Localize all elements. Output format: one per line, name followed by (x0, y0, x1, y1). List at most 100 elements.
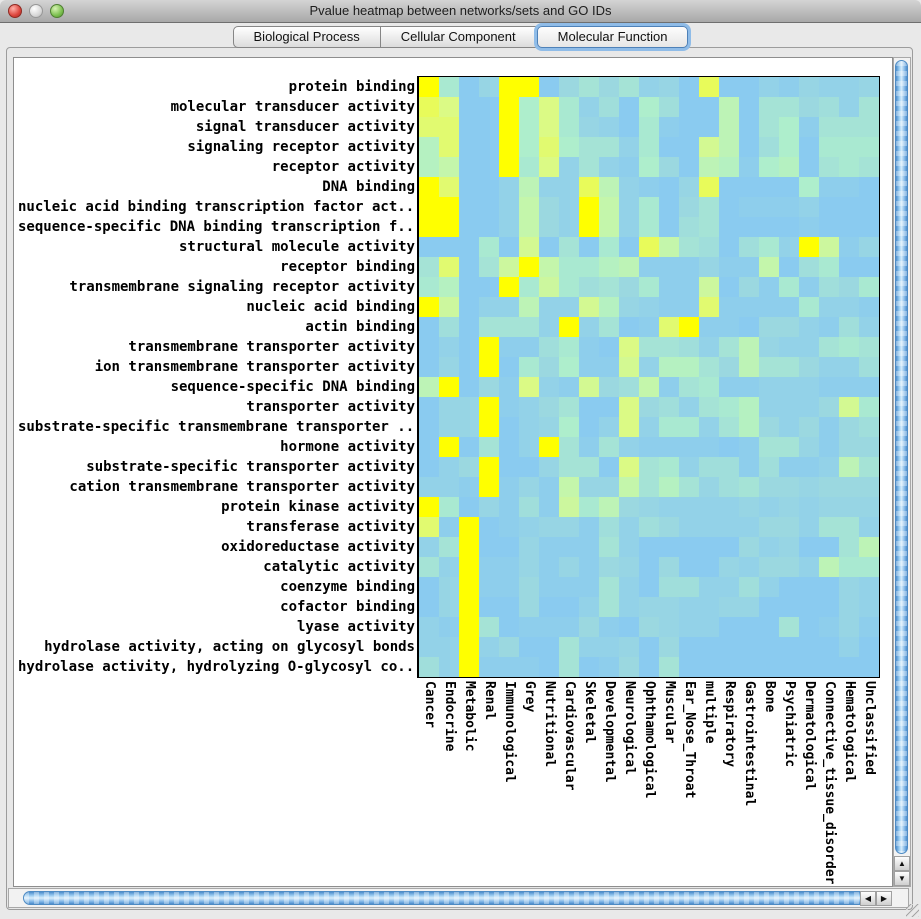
heatmap-cell (639, 437, 659, 457)
row-label: transmembrane signaling receptor activit… (69, 279, 415, 295)
heatmap-cell (799, 177, 819, 197)
heatmap-cell (499, 157, 519, 177)
heatmap-cell (719, 297, 739, 317)
column-label: Cancer (422, 681, 437, 728)
heatmap-cell (839, 357, 859, 377)
heatmap-cell (659, 497, 679, 517)
heatmap-cell (819, 357, 839, 377)
tab-cellular-component[interactable]: Cellular Component (380, 26, 537, 48)
zoom-icon[interactable] (50, 4, 64, 18)
vertical-scrollbar-thumb[interactable] (895, 60, 908, 854)
heatmap-cell (599, 217, 619, 237)
heatmap-cell (519, 377, 539, 397)
column-label: Metabolic (462, 681, 477, 752)
heatmap-cell (859, 217, 879, 237)
scroll-left-icon[interactable]: ◀ (860, 891, 876, 906)
heatmap-cell (839, 617, 859, 637)
heatmap-cell (619, 97, 639, 117)
scroll-right-icon[interactable]: ▶ (876, 891, 892, 906)
heatmap-cell (659, 417, 679, 437)
scroll-down-icon[interactable]: ▼ (894, 871, 910, 886)
heatmap-cell (859, 437, 879, 457)
heatmap-cell (599, 297, 619, 317)
heatmap-cell (759, 397, 779, 417)
heatmap-cell (639, 337, 659, 357)
heatmap-cell (599, 137, 619, 157)
heatmap-cell (739, 337, 759, 357)
horizontal-scrollbar[interactable]: ◀ ▶ (8, 888, 909, 908)
heatmap-cell (739, 317, 759, 337)
heatmap-cell (519, 177, 539, 197)
tab-biological-process[interactable]: Biological Process (232, 26, 381, 48)
tab-molecular-function[interactable]: Molecular Function (536, 26, 689, 48)
heatmap-cell (599, 197, 619, 217)
heatmap-cell (619, 137, 639, 157)
heatmap-cell (819, 297, 839, 317)
heatmap-cell (779, 537, 799, 557)
heatmap-cell (519, 217, 539, 237)
heatmap-cell (599, 397, 619, 417)
heatmap-cell (799, 337, 819, 357)
heatmap-cell (499, 257, 519, 277)
heatmap-cell (779, 517, 799, 537)
heatmap-cell (659, 637, 679, 657)
heatmap-cell (559, 337, 579, 357)
heatmap-cell (419, 337, 439, 357)
heatmap-cell (819, 577, 839, 597)
heatmap-cell (579, 597, 599, 617)
heatmap-cell (699, 277, 719, 297)
column-label: Muscular (662, 681, 677, 744)
heatmap-cell (699, 517, 719, 537)
row-label: hydrolase activity, acting on glycosyl b… (44, 639, 415, 655)
heatmap-cell (839, 77, 859, 97)
scroll-up-icon[interactable]: ▲ (894, 856, 910, 871)
heatmap-cell (599, 257, 619, 277)
heatmap-cell (819, 257, 839, 277)
heatmap-cell (619, 497, 639, 517)
close-icon[interactable] (8, 4, 22, 18)
heatmap-cell (719, 637, 739, 657)
heatmap-cell (679, 97, 699, 117)
heatmap-cell (459, 257, 479, 277)
heatmap-cell (479, 117, 499, 137)
heatmap-cell (579, 137, 599, 157)
heatmap-cell (779, 217, 799, 237)
heatmap-cell (479, 357, 499, 377)
heatmap-cell (839, 497, 859, 517)
horizontal-scrollbar-thumb[interactable] (23, 891, 868, 905)
heatmap-cell (799, 217, 819, 237)
heatmap-cell (419, 377, 439, 397)
heatmap-cell (639, 277, 659, 297)
heatmap-cell (539, 497, 559, 517)
heatmap-cell (599, 277, 619, 297)
heatmap-cell (779, 617, 799, 637)
heatmap-cell (539, 557, 559, 577)
heatmap-cell (739, 177, 759, 197)
heatmap-cell (619, 417, 639, 437)
heatmap-cell (519, 457, 539, 477)
resize-grip-icon[interactable] (906, 904, 919, 917)
column-label: Ophthamological (642, 681, 657, 799)
heatmap-cell (699, 137, 719, 157)
heatmap-cell (559, 397, 579, 417)
heatmap-cell (439, 457, 459, 477)
heatmap-cell (679, 397, 699, 417)
heatmap-cell (679, 277, 699, 297)
heatmap-cell (799, 517, 819, 537)
heatmap-cell (559, 317, 579, 337)
heatmap-cell (699, 577, 719, 597)
heatmap-cell (599, 177, 619, 197)
column-label: Unclassified (862, 681, 877, 775)
titlebar: Pvalue heatmap between networks/sets and… (0, 0, 921, 23)
heatmap-cell (599, 477, 619, 497)
heatmap-cell (799, 577, 819, 597)
vertical-scrollbar[interactable]: ▲ ▼ (893, 57, 911, 887)
heatmap-cell (739, 217, 759, 237)
heatmap-cell (419, 317, 439, 337)
heatmap-cell (839, 337, 859, 357)
minimize-icon[interactable] (29, 4, 43, 18)
heatmap-cell (839, 417, 859, 437)
heatmap-cell (579, 377, 599, 397)
heatmap-cell (839, 237, 859, 257)
heatmap-cell (699, 157, 719, 177)
